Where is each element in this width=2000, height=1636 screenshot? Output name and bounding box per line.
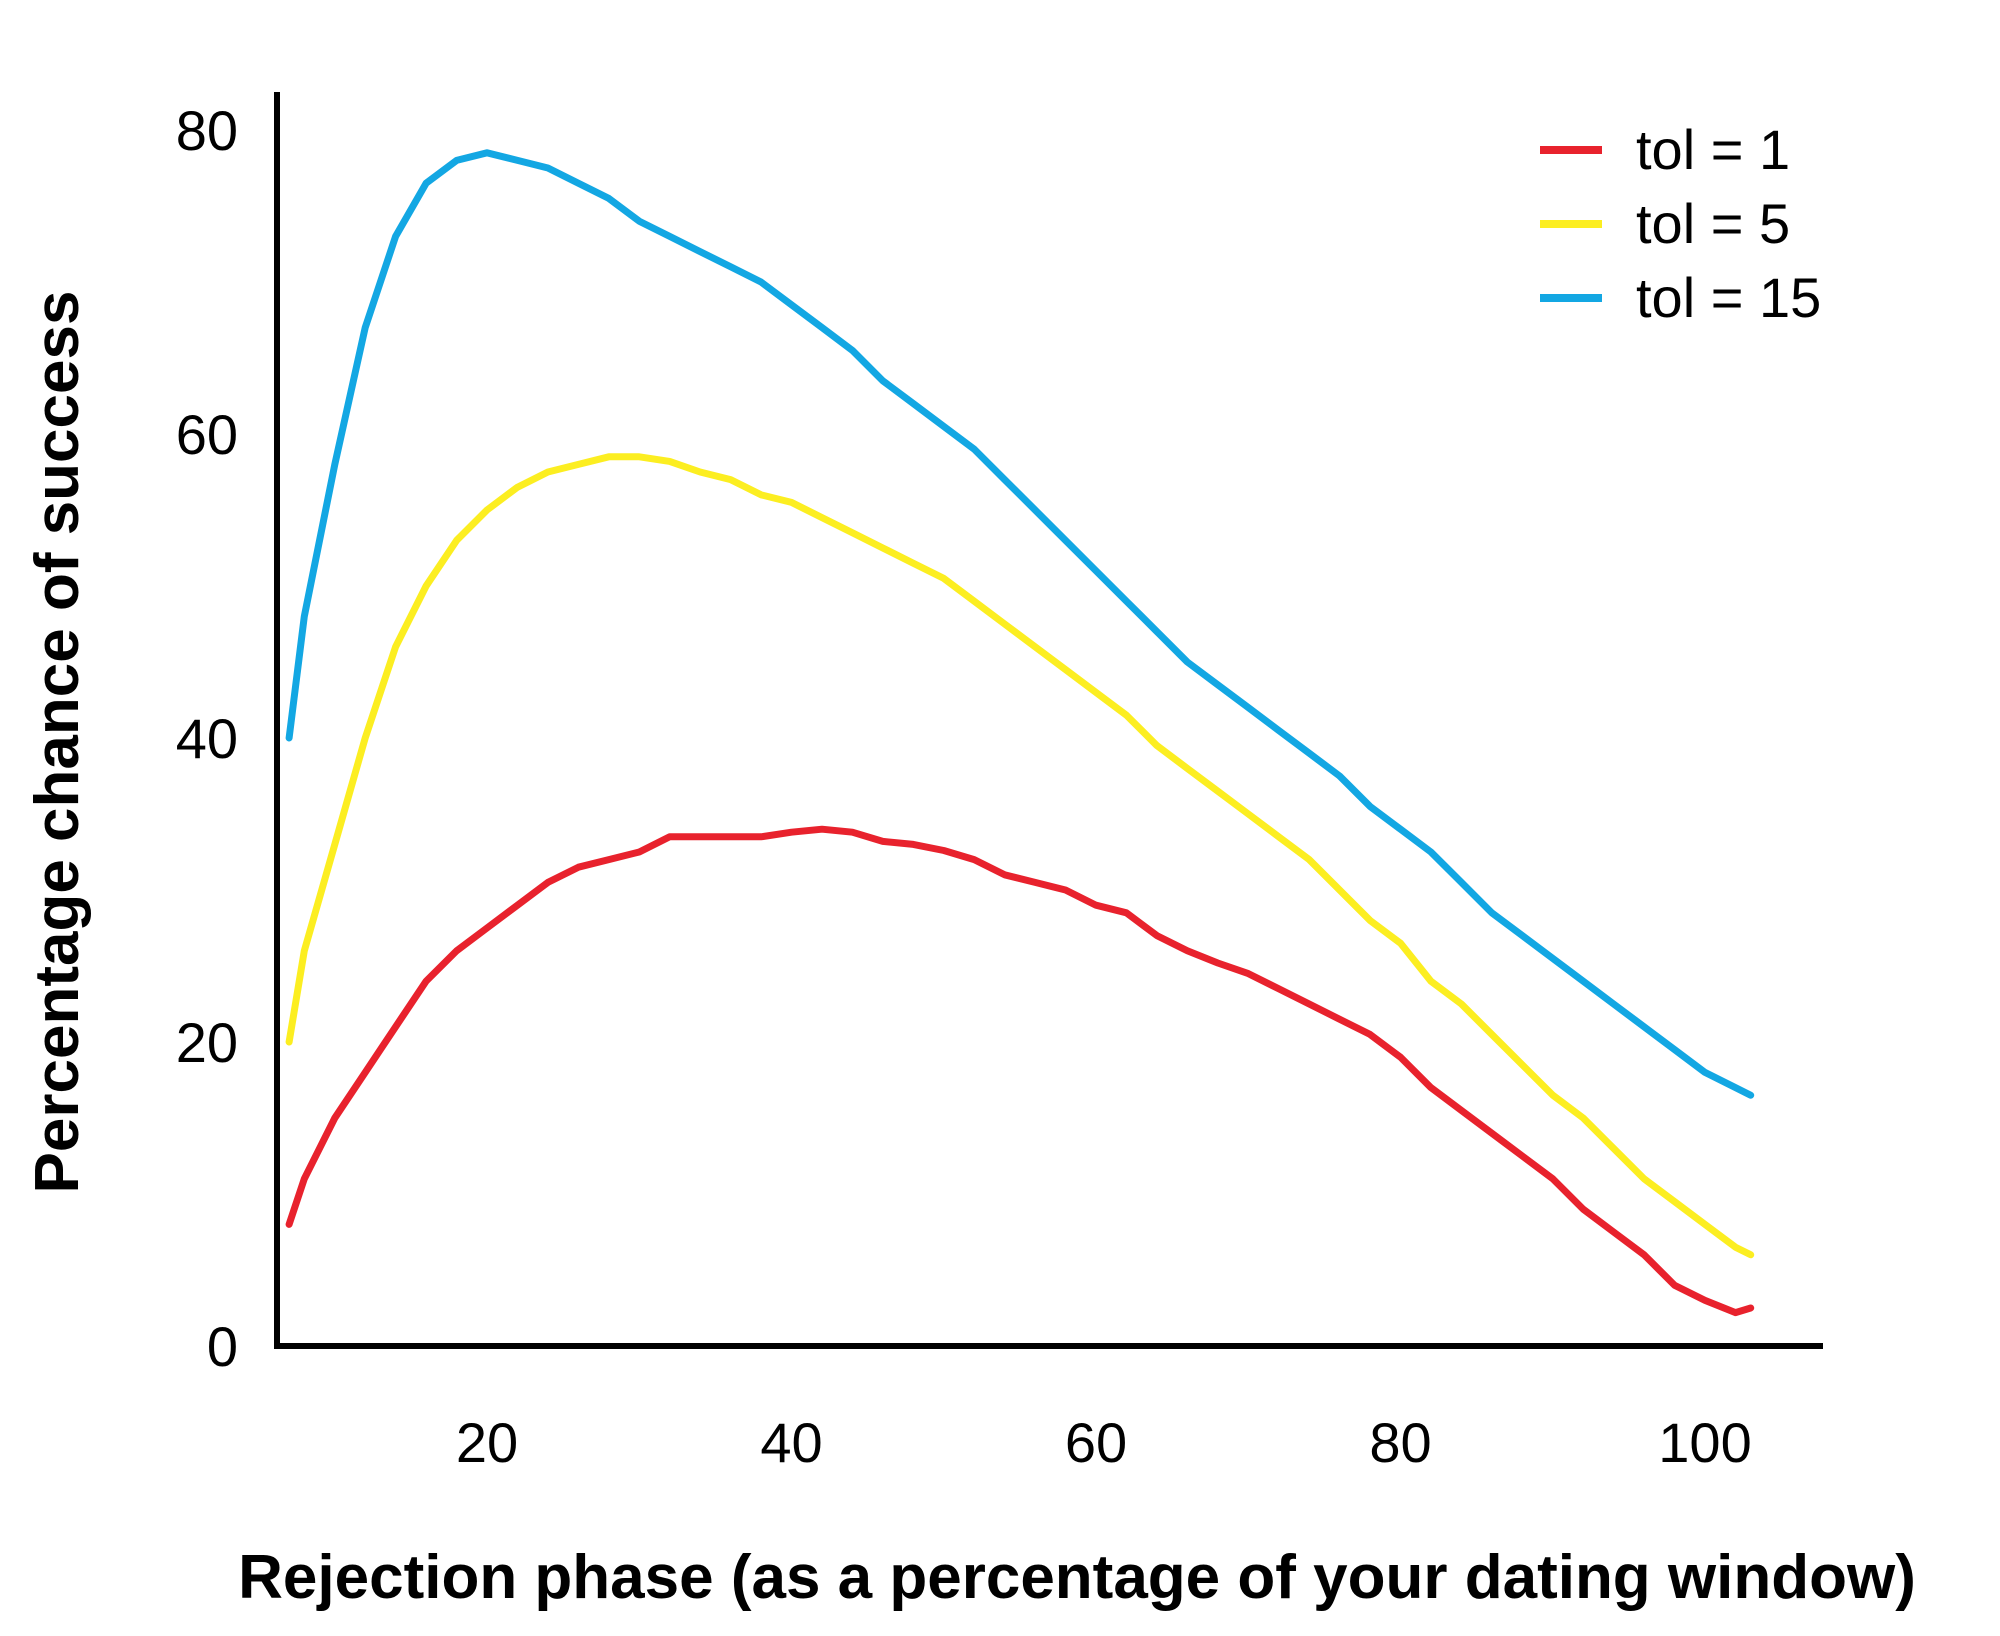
y-tick-label: 40 [176, 707, 238, 770]
y-axis-title: Percentage chance of success [23, 291, 92, 1194]
y-tick-label: 20 [176, 1011, 238, 1074]
legend-label: tol = 15 [1636, 266, 1821, 329]
plot-lines [285, 149, 1755, 1317]
y-tick-label: 60 [176, 403, 238, 466]
y-tick-label: 80 [176, 99, 238, 162]
legend: tol = 1 tol = 5 tol = 15 [1540, 118, 1821, 329]
x-tick-label: 60 [1065, 1411, 1127, 1474]
legend-label: tol = 5 [1636, 192, 1790, 255]
x-tick-label: 80 [1369, 1411, 1431, 1474]
y-tick-labels: 0 20 40 60 80 [176, 99, 238, 1378]
x-tick-label: 20 [456, 1411, 518, 1474]
series-line-3 [285, 149, 1755, 1099]
series-line-1 [285, 825, 1755, 1317]
x-tick-label: 100 [1658, 1411, 1751, 1474]
x-axis-title: Rejection phase (as a percentage of your… [238, 1543, 1916, 1612]
x-tick-labels: 20 40 60 80 100 [456, 1411, 1752, 1474]
y-tick-label: 0 [207, 1315, 238, 1378]
series-line-2 [285, 453, 1755, 1259]
x-tick-label: 40 [760, 1411, 822, 1474]
legend-label: tol = 1 [1636, 118, 1790, 181]
